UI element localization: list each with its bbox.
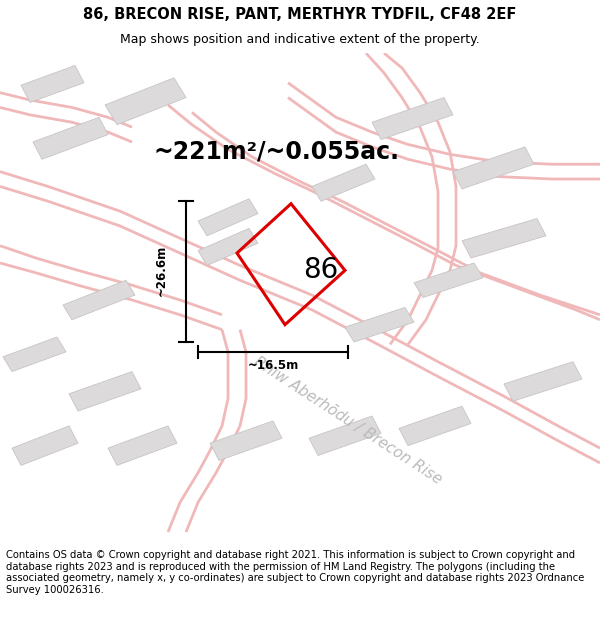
Polygon shape xyxy=(198,228,258,266)
Text: Rhiw Aberhōdu / Brecon Rise: Rhiw Aberhōdu / Brecon Rise xyxy=(251,354,445,488)
Polygon shape xyxy=(414,263,483,298)
Polygon shape xyxy=(21,66,84,102)
Text: ~26.6m: ~26.6m xyxy=(154,245,167,296)
Polygon shape xyxy=(399,406,471,446)
Polygon shape xyxy=(312,164,375,201)
Polygon shape xyxy=(33,118,108,159)
Polygon shape xyxy=(462,219,546,258)
Polygon shape xyxy=(453,147,534,189)
Text: 86, BRECON RISE, PANT, MERTHYR TYDFIL, CF48 2EF: 86, BRECON RISE, PANT, MERTHYR TYDFIL, C… xyxy=(83,8,517,22)
Polygon shape xyxy=(504,362,582,401)
Text: ~221m²/~0.055ac.: ~221m²/~0.055ac. xyxy=(153,140,399,164)
Polygon shape xyxy=(108,426,177,466)
Polygon shape xyxy=(198,199,258,236)
Polygon shape xyxy=(309,416,381,456)
Text: Map shows position and indicative extent of the property.: Map shows position and indicative extent… xyxy=(120,33,480,46)
Polygon shape xyxy=(345,308,414,342)
Polygon shape xyxy=(105,78,186,125)
Text: ~16.5m: ~16.5m xyxy=(247,359,299,372)
Polygon shape xyxy=(210,421,282,461)
Polygon shape xyxy=(372,98,453,139)
Text: Contains OS data © Crown copyright and database right 2021. This information is : Contains OS data © Crown copyright and d… xyxy=(6,550,584,595)
Text: 86: 86 xyxy=(304,256,338,284)
Polygon shape xyxy=(3,337,66,372)
Polygon shape xyxy=(69,372,141,411)
Polygon shape xyxy=(12,426,78,466)
Polygon shape xyxy=(63,280,135,320)
